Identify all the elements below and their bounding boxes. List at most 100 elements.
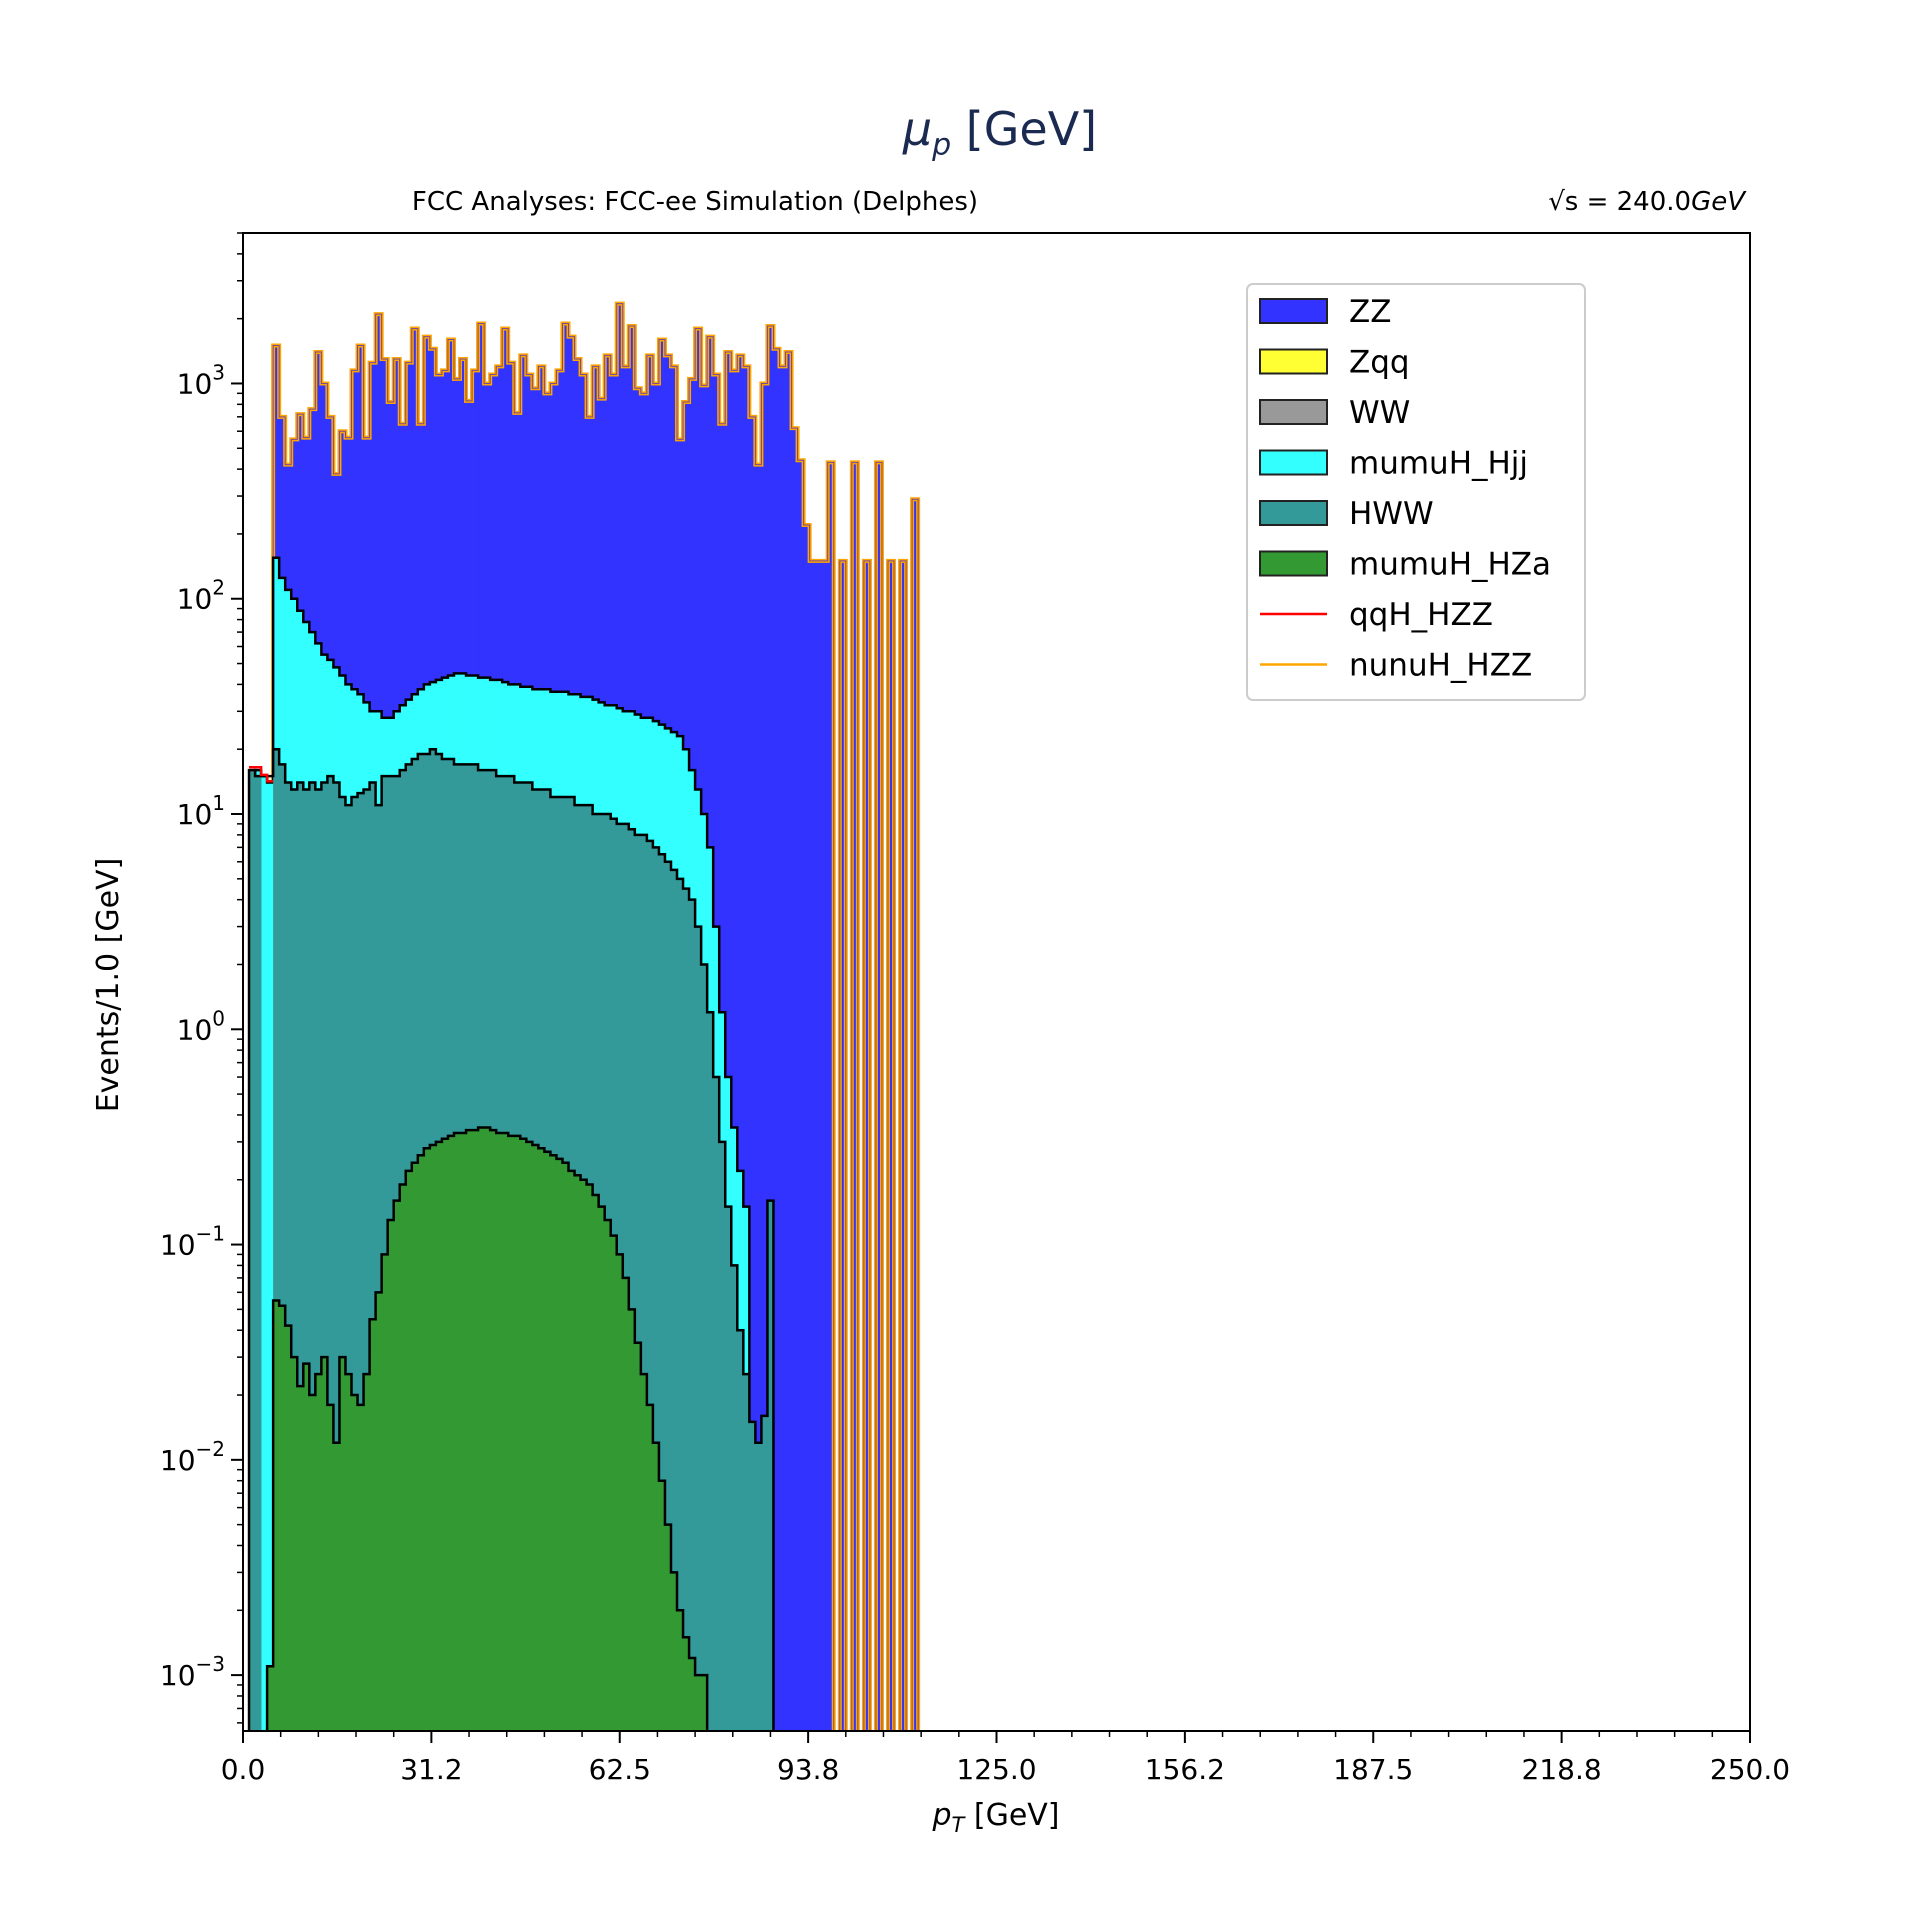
bar-2-76 [719,1141,726,1731]
bar-0-96 [851,462,859,1731]
bar-0-83 [773,348,780,1731]
bar-3-50 [568,1170,575,1731]
legend-label-4: HWW [1349,496,1434,532]
bar-1-1 [261,776,268,1731]
bar-3-65 [658,1480,666,1731]
bar-3-11 [333,1442,340,1731]
bar-0-85 [785,352,792,1731]
bar-2-77 [725,1206,732,1731]
histogram-layers [247,301,921,1731]
y-tick-label-0: 10−3 [160,1652,225,1692]
bar-0-100 [875,462,883,1731]
bar-3-10 [327,1404,334,1731]
bar-2-13 [339,796,346,1731]
bar-2-62 [634,834,642,1731]
bar-2-9 [315,789,322,1731]
bar-3-64 [652,1442,660,1731]
bar-0-94 [839,560,847,1731]
bar-2-69 [677,878,684,1731]
bar-2-68 [670,869,678,1731]
bar-3-59 [622,1277,630,1731]
bar-3-9 [321,1357,328,1731]
bar-2-5 [291,789,298,1731]
bar-3-43 [526,1141,533,1731]
bar-2-64 [646,840,654,1731]
bar-3-2 [279,1305,286,1731]
bar-0-78 [743,366,750,1731]
legend-label-0: ZZ [1349,294,1391,330]
y-tick-label-3: 100 [177,1006,225,1046]
bar-3-4 [291,1357,298,1731]
subtitle-left: FCC Analyses: FCC-ee Simulation (Delphes… [412,187,978,217]
bar-2-1 [255,776,262,1731]
bar-2-82 [755,1442,762,1731]
legend-swatch-1 [1259,348,1328,375]
bar-0-76 [731,370,738,1731]
legend-label-6: qqH_HZZ [1349,597,1493,633]
bar-3-51 [574,1175,581,1731]
legend-swatch-4 [1259,500,1328,526]
bar-3-20 [387,1220,395,1731]
x-tick-label-1: 31.2 [400,1753,462,1786]
bar-0-88 [803,525,811,1731]
bar-2-7 [303,789,310,1731]
y-tick-label-5: 102 [177,576,225,616]
bar-2-14 [345,805,352,1731]
bar-2-4 [285,782,292,1731]
bar-2-74 [707,1012,714,1731]
plot-area [247,301,921,1731]
bar-3-42 [520,1138,527,1731]
x-tick-label-7: 218.8 [1522,1753,1602,1786]
bar-3-0 [267,1666,274,1731]
bar-0-82 [767,325,774,1731]
bar-2-75 [713,1077,720,1731]
y-tick-label-1: 10−2 [160,1437,225,1477]
legend-swatch-3 [1259,449,1328,476]
bar-3-31 [453,1132,461,1731]
legend-label-2: WW [1349,395,1410,431]
title-subscript: p [931,128,951,163]
x-axis: 0.0 31.2 62.5 93.8 125.0 156.2 187.5 218.8 250.0 [221,1731,1790,1786]
legend-swatch-0 [1259,298,1328,324]
bar-3-7 [309,1395,316,1731]
bar-2-80 [743,1374,750,1731]
y-tick-label-4: 101 [177,791,225,831]
bar-0-80 [755,464,762,1731]
bar-3-5 [297,1386,304,1731]
bar-3-57 [610,1235,618,1731]
x-tick-label-8: 250.0 [1710,1753,1790,1786]
bar-3-21 [393,1200,401,1731]
bar-3-32 [460,1132,467,1731]
bar-3-56 [604,1220,612,1731]
bar-2-83 [761,1415,768,1731]
bar-3-60 [628,1309,636,1731]
outline-inner-0 [272,303,919,1731]
bar-2-16 [357,793,364,1731]
bar-2-11 [327,776,334,1731]
x-tick-label-5: 156.2 [1145,1753,1225,1786]
bar-0-102 [887,560,895,1731]
bar-3-19 [381,1254,389,1731]
bar-3-18 [375,1292,383,1731]
bar-3-22 [399,1184,407,1731]
bar-2-0 [249,770,256,1731]
bar-0-79 [749,416,756,1731]
bar-3-67 [670,1572,678,1731]
bar-3-26 [423,1148,431,1731]
bar-3-52 [580,1179,587,1731]
bar-3-3 [285,1325,292,1731]
layer-3 [265,1126,709,1731]
chart-title: μp [GeV] [902,102,1097,163]
bar-3-13 [345,1374,352,1731]
bar-2-18 [369,782,377,1731]
title-symbol: μ [902,102,932,156]
bar-0-104 [900,560,907,1731]
x-tick-label-4: 125.0 [956,1753,1036,1786]
bar-3-25 [417,1155,425,1731]
bar-3-72 [701,1675,708,1731]
bar-0-98 [863,560,871,1731]
outline-2 [247,747,775,1731]
x-tick-label-3: 93.8 [777,1753,839,1786]
bar-0-106 [912,499,919,1731]
